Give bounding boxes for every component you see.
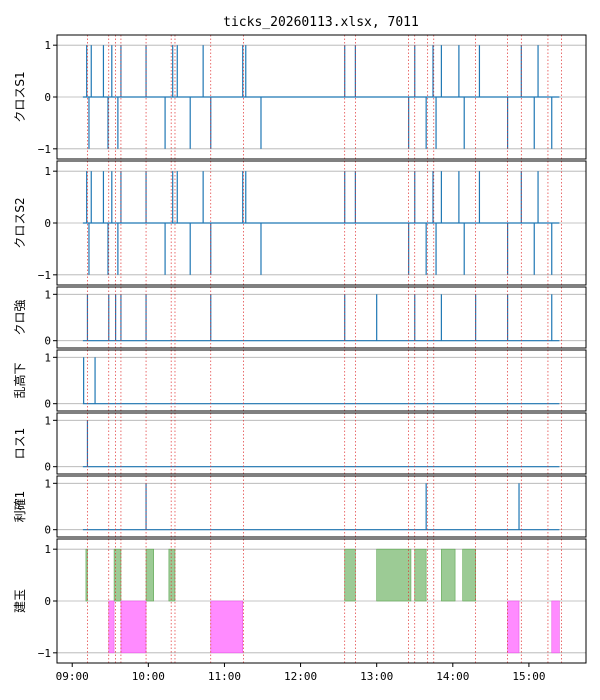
y-tick-label: −1 <box>38 143 51 156</box>
y-tick-label: 0 <box>44 91 51 104</box>
y-axis-label: 乱高下 <box>12 362 27 398</box>
y-tick-label: 1 <box>44 288 51 301</box>
x-tick-label: 13:00 <box>360 670 393 683</box>
chart-title: ticks_20260113.xlsx, 7011 <box>223 15 419 30</box>
chart-panels: 10−1クロスS110−1クロスS210クロ強10乱高下10ロス110利確110… <box>12 34 587 683</box>
panel-frame <box>56 412 587 475</box>
y-tick-label: 1 <box>44 414 51 427</box>
y-axis-label: 利確1 <box>12 491 27 523</box>
panel-7: 1 0 −1 建玉 <box>13 538 587 664</box>
short-position-block <box>108 600 115 654</box>
long-position-block <box>344 548 356 602</box>
y-axis-label: クロ強 <box>13 299 27 335</box>
y-tick-label: −1 <box>38 269 51 282</box>
long-position-block <box>462 548 476 602</box>
y-tick-label: 1 <box>44 351 51 364</box>
y-axis-label: クロスS2 <box>13 197 27 248</box>
panel-2: 1 0 −1 クロスS2 <box>13 160 587 286</box>
y-tick-label: 1 <box>44 165 51 178</box>
y-tick-label: 0 <box>44 461 51 474</box>
long-position-block <box>113 548 122 602</box>
y-tick-label: 0 <box>44 217 51 230</box>
y-axis-label: 建玉 <box>13 589 27 613</box>
short-position-block <box>551 600 560 654</box>
long-position-block <box>441 548 456 602</box>
y-tick-label: 0 <box>44 398 51 411</box>
y-tick-label: 0 <box>44 524 51 537</box>
y-tick-label: 0 <box>44 595 51 608</box>
y-tick-label: 1 <box>44 477 51 490</box>
panel-4: 1 0 乱高下 <box>12 349 587 412</box>
short-position-block <box>120 600 147 654</box>
y-tick-label: 1 <box>44 543 51 556</box>
x-tick-label: 09:00 <box>56 670 89 683</box>
panel-frame <box>56 475 587 538</box>
x-tick-label: 15:00 <box>512 670 545 683</box>
panel-3: 1 0 クロ強 <box>13 286 587 349</box>
x-tick-label: 10:00 <box>132 670 165 683</box>
long-position-block <box>414 548 427 602</box>
panel-6: 1 0 利確1 <box>12 475 587 538</box>
long-position-block <box>168 548 176 602</box>
x-tick-label: 14:00 <box>436 670 469 683</box>
long-position-block <box>376 548 412 602</box>
y-tick-label: 0 <box>44 335 51 348</box>
x-tick-label: 11:00 <box>208 670 241 683</box>
y-axis-label: クロスS1 <box>13 71 27 122</box>
panel-frame <box>56 286 587 349</box>
short-position-block <box>210 600 244 654</box>
x-tick-label: 12:00 <box>284 670 317 683</box>
y-tick-label: −1 <box>38 647 51 660</box>
long-position-block <box>145 548 154 602</box>
panel-1: 1 0 −1 クロスS1 <box>13 34 587 160</box>
y-axis-label: ロス1 <box>13 428 27 460</box>
panel-5: 1 0 ロス1 <box>13 412 587 475</box>
panel-frame <box>56 349 587 412</box>
short-position-block <box>507 600 520 654</box>
y-tick-label: 1 <box>44 39 51 52</box>
